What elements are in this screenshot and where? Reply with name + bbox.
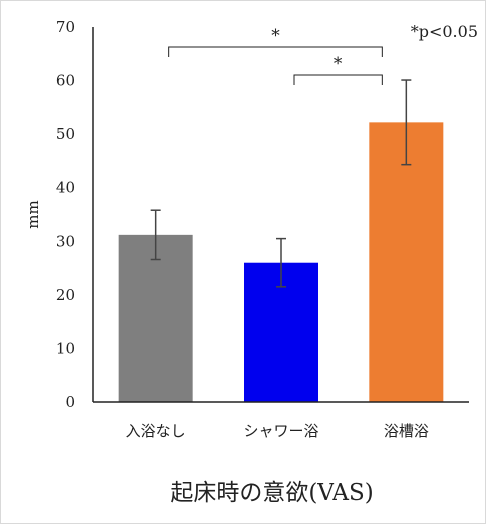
y-tick-label: 0 <box>65 393 75 411</box>
error-bars <box>150 79 412 288</box>
y-tick-label: 60 <box>56 72 75 90</box>
bars <box>118 122 444 402</box>
significance-note: *p<0.05 <box>411 22 478 41</box>
y-axis-label: mm <box>24 200 42 228</box>
y-tick-label: 30 <box>56 232 75 250</box>
significance-bracket <box>168 46 383 57</box>
y-tick-label: 50 <box>56 125 75 143</box>
x-tick-label: シャワー浴 <box>243 422 318 440</box>
chart-title: 起床時の意欲(VAS) <box>170 480 373 506</box>
significance-star: * <box>271 26 280 46</box>
y-tick-label: 10 <box>56 339 75 357</box>
y-tick-label: 20 <box>56 286 75 304</box>
significance-brackets: ** <box>168 26 383 85</box>
bar <box>118 234 193 402</box>
significance-bracket <box>293 74 383 85</box>
x-axis-tick-labels: 入浴なし シャワー浴 浴槽浴 <box>126 422 429 440</box>
bar <box>369 122 444 402</box>
y-tick-label: 40 <box>56 179 75 197</box>
x-tick-label: 入浴なし <box>126 422 186 440</box>
y-axis-ticks: 0 10 20 30 40 50 60 70 <box>56 18 75 411</box>
significance-star: * <box>334 54 343 74</box>
x-tick-label: 浴槽浴 <box>384 422 429 440</box>
y-tick-label: 70 <box>56 18 75 36</box>
